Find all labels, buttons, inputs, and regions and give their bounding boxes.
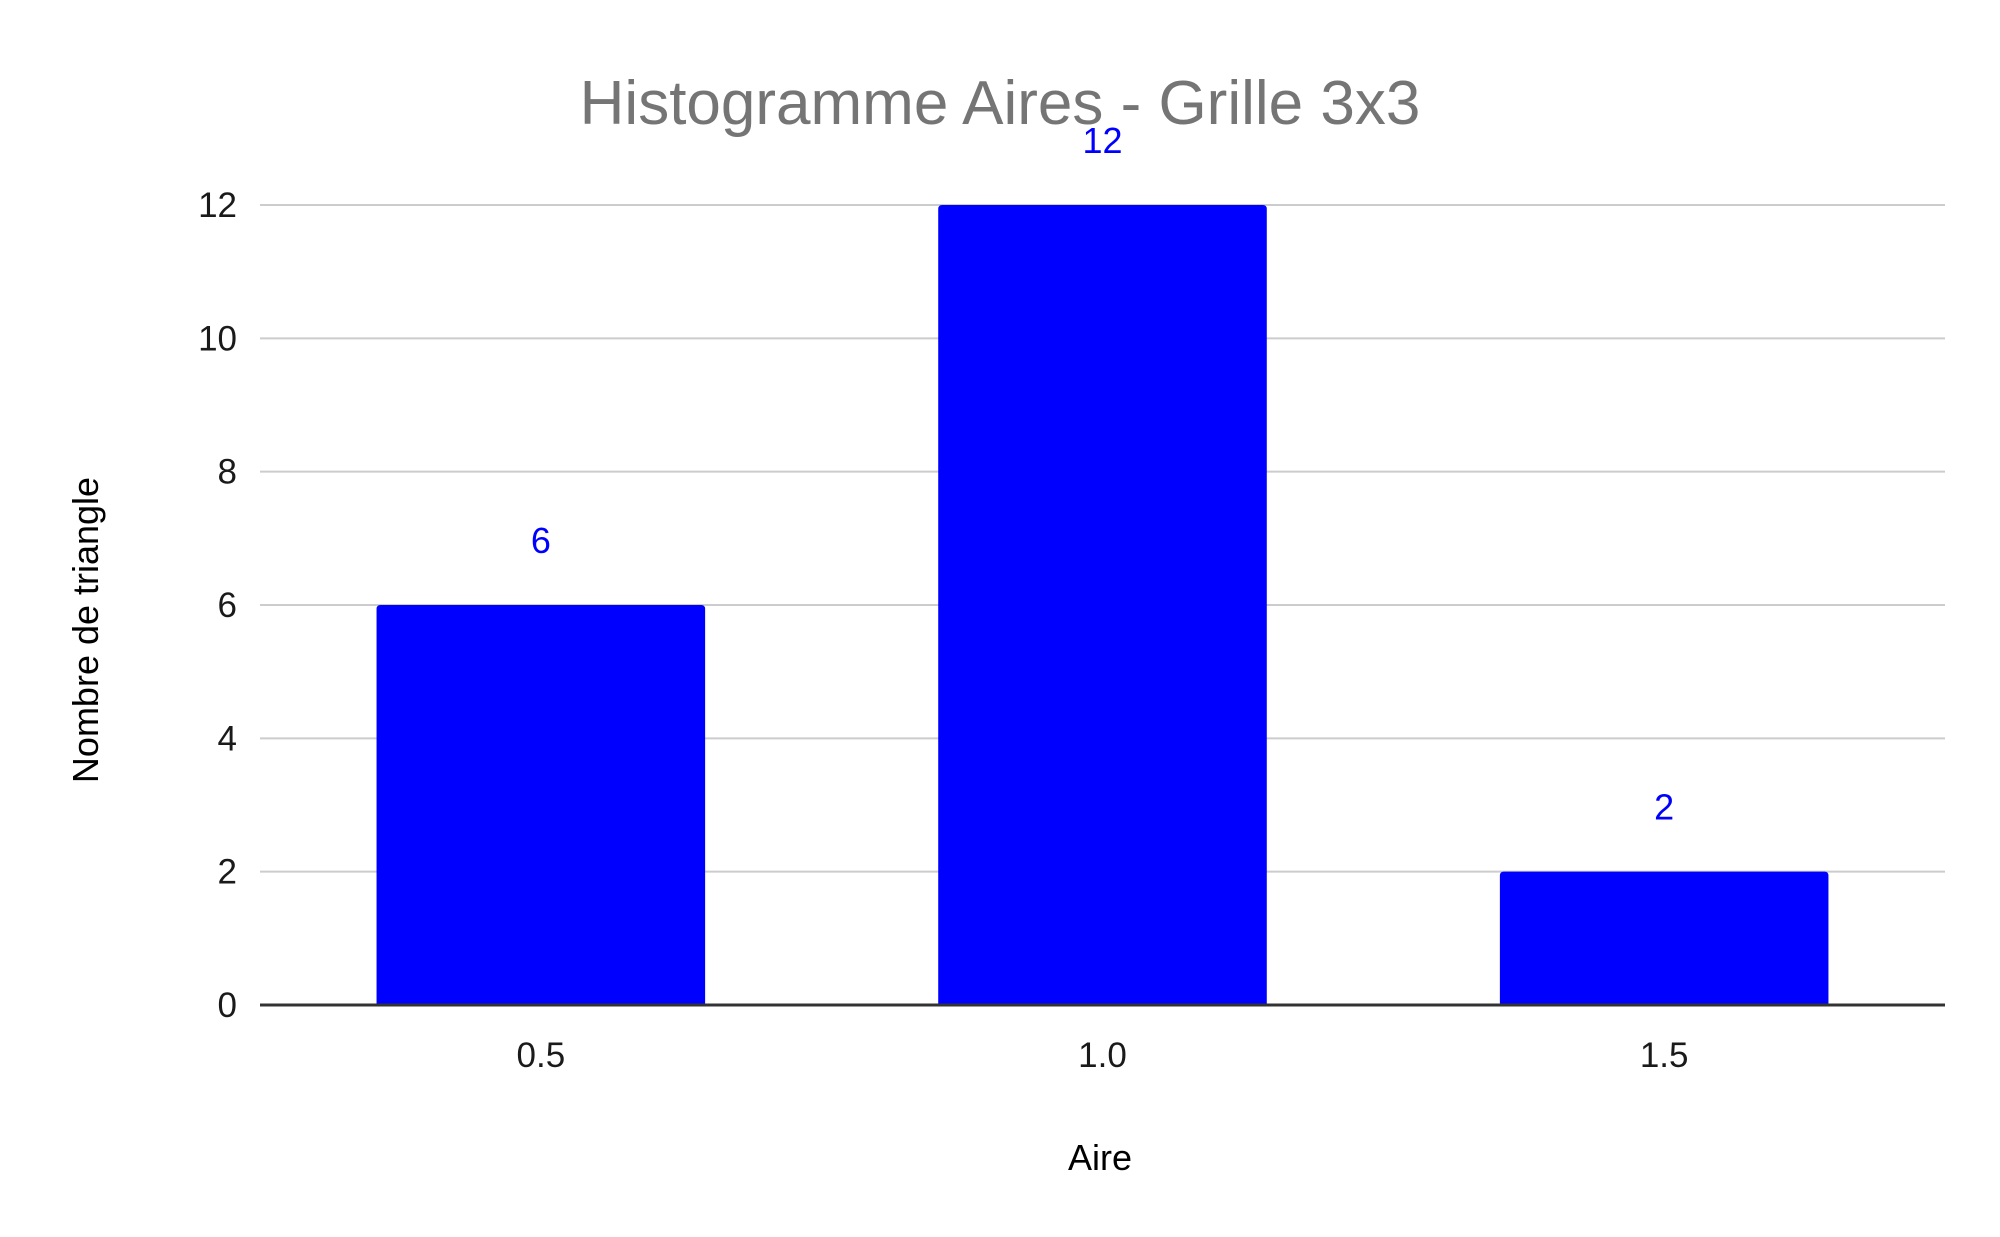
y-axis-ticks: 0 2 4 6 8 10 12 [198,186,237,1025]
x-axis-title: Aire [1068,1137,1132,1178]
y-tick-label: 0 [218,986,237,1025]
data-label: 2 [1654,787,1674,828]
bar [1499,871,1829,1005]
y-tick-label: 8 [218,453,237,492]
y-tick-label: 12 [198,186,237,225]
data-labels: 6 12 2 [531,120,1674,828]
y-axis-title: Nombre de triangle [65,477,106,783]
y-tick-label: 4 [218,719,237,758]
x-tick-label: 1.0 [1078,1036,1127,1075]
y-tick-label: 10 [198,319,237,358]
data-label: 12 [1082,120,1122,161]
x-tick-label: 0.5 [517,1036,566,1075]
bar [376,605,706,1005]
bars [376,205,1829,1005]
x-tick-label: 1.5 [1640,1036,1689,1075]
x-axis-ticks: 0.5 1.0 1.5 [517,1036,1689,1075]
bar [938,205,1267,1005]
y-tick-label: 2 [218,853,237,892]
chart-title: Histogramme Aires - Grille 3x3 [580,69,1421,138]
data-label: 6 [531,520,551,561]
y-tick-label: 6 [218,586,237,625]
